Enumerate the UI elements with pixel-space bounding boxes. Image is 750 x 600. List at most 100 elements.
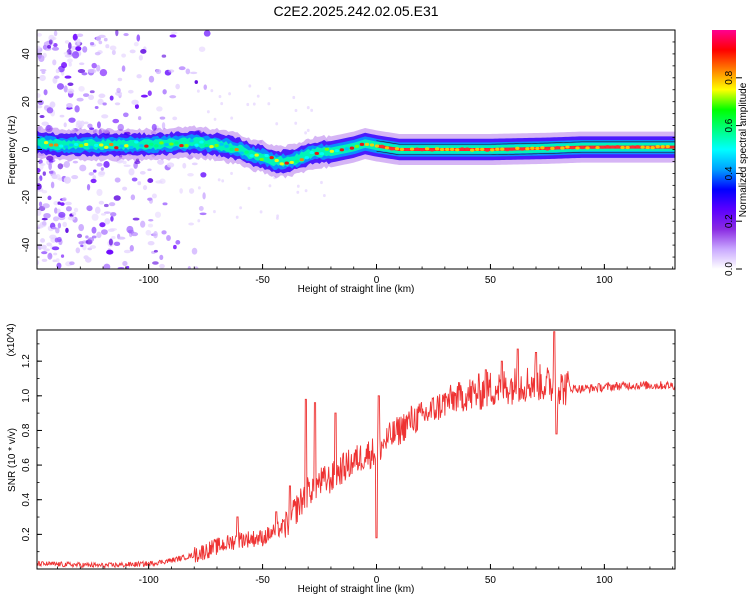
noise-blob xyxy=(37,45,41,53)
noise-blob xyxy=(37,126,42,132)
x-tick-label: -100 xyxy=(139,575,159,586)
noise-blob xyxy=(39,163,44,170)
ridge-peak xyxy=(48,143,54,147)
noise-blob xyxy=(275,122,279,126)
ridge-peak xyxy=(379,144,385,148)
noise-blob xyxy=(37,209,42,216)
ridge-peak xyxy=(470,148,475,152)
ridge-peak xyxy=(404,147,410,152)
ridge-peak xyxy=(620,145,625,150)
noise-blob xyxy=(99,68,108,77)
noise-blob xyxy=(197,219,201,223)
noise-blob xyxy=(203,30,211,37)
noise-blob xyxy=(166,235,171,241)
noise-blob xyxy=(128,89,134,94)
noise-blob xyxy=(57,222,62,229)
noise-blob xyxy=(103,263,111,269)
noise-blob xyxy=(39,68,47,72)
snr-y-label: SNR (10 * v/v) xyxy=(7,428,18,492)
noise-blob xyxy=(230,116,234,120)
ridge-peak xyxy=(585,146,590,150)
ridge-peak xyxy=(429,148,435,152)
noise-blob xyxy=(188,188,195,194)
snr-frame xyxy=(36,329,676,570)
noise-blob xyxy=(306,105,310,110)
noise-blob xyxy=(101,229,108,235)
ridge-peak xyxy=(104,145,109,150)
noise-blob xyxy=(51,46,60,51)
ridge-peak xyxy=(149,142,154,146)
ridge-peak xyxy=(329,149,335,153)
x-tick-label: -50 xyxy=(255,575,270,586)
noise-blob xyxy=(43,213,51,219)
noise-blob xyxy=(162,202,168,206)
noise-blob xyxy=(94,51,101,56)
ridge-peak xyxy=(424,147,430,151)
ridge-peak xyxy=(560,146,565,150)
snr-series-line xyxy=(37,331,675,569)
noise-blob xyxy=(152,261,159,265)
snr-panel: -100 -50 0 50 100 0.2 0.4 0.6 0.8 1.0 1.2 (x10^4)… xyxy=(6,323,676,595)
colorbar-ticks: 0.0 0.2 0.4 0.6 0.8 xyxy=(724,70,742,276)
noise-blob xyxy=(89,42,95,46)
y-tick-label: 0.6 xyxy=(21,458,32,472)
noise-blob xyxy=(79,164,87,172)
noise-blob xyxy=(48,170,54,174)
noise-blob xyxy=(114,102,121,106)
noise-blob xyxy=(103,203,109,208)
snr-y-ticks: 0.2 0.4 0.6 0.8 1.0 1.2 xyxy=(21,343,675,553)
noise-blob xyxy=(218,94,222,99)
noise-blob xyxy=(199,212,207,216)
noise-blob xyxy=(58,211,66,218)
ridge-peak xyxy=(259,157,264,162)
noise-blob xyxy=(46,242,52,247)
ridge-peak xyxy=(454,148,460,152)
noise-blob xyxy=(66,88,75,94)
noise-blob xyxy=(47,252,53,260)
noise-blob xyxy=(99,222,106,228)
colorbar: 0.0 0.2 0.4 0.6 0.8 Normalized spectral ampl… xyxy=(712,30,749,276)
noise-blob xyxy=(86,183,91,191)
noise-blob xyxy=(170,31,178,35)
noise-blob xyxy=(191,247,198,255)
ridge-peak xyxy=(459,147,465,151)
noise-blob xyxy=(175,83,180,90)
ridge-peak xyxy=(515,146,520,151)
noise-blob xyxy=(46,155,54,161)
noise-blob xyxy=(197,186,201,190)
ridge-peak xyxy=(43,141,49,145)
noise-blob xyxy=(42,171,46,176)
y-tick-label: 0.2 xyxy=(21,527,32,541)
noise-blob xyxy=(273,176,277,180)
ridge-peak xyxy=(555,146,560,150)
ridge-edge xyxy=(376,150,675,156)
noise-blob xyxy=(117,77,123,82)
ridge-peak xyxy=(600,145,605,149)
noise-blob xyxy=(276,216,279,220)
noise-blob xyxy=(51,246,60,251)
x-tick-label: 100 xyxy=(596,275,613,286)
ridge-peak xyxy=(58,144,64,148)
ridge-peak xyxy=(299,158,304,162)
ridge-peak xyxy=(219,142,224,146)
noise-blob xyxy=(151,193,157,199)
noise-blob xyxy=(200,172,207,178)
noise-blob xyxy=(148,75,155,83)
ridge-peak xyxy=(550,146,555,150)
noise-blob xyxy=(68,61,72,67)
ridge-peak xyxy=(575,146,580,150)
ridge-peak xyxy=(520,147,525,151)
spectrogram-panel: -100 -50 0 50 100 -40 -20 0 20 40 Height of stra… xyxy=(7,29,676,295)
noise-blob xyxy=(89,90,95,94)
noise-blob xyxy=(72,160,79,164)
noise-blob xyxy=(111,49,116,56)
noise-blob xyxy=(139,170,146,175)
noise-blob xyxy=(109,95,114,101)
noise-blob xyxy=(100,167,104,171)
ridge-peak xyxy=(339,148,345,152)
ridge-peak xyxy=(199,140,204,144)
noise-blob xyxy=(121,65,126,72)
noise-blob xyxy=(83,121,89,125)
ridge-peak xyxy=(660,145,665,149)
noise-blob xyxy=(72,33,78,41)
